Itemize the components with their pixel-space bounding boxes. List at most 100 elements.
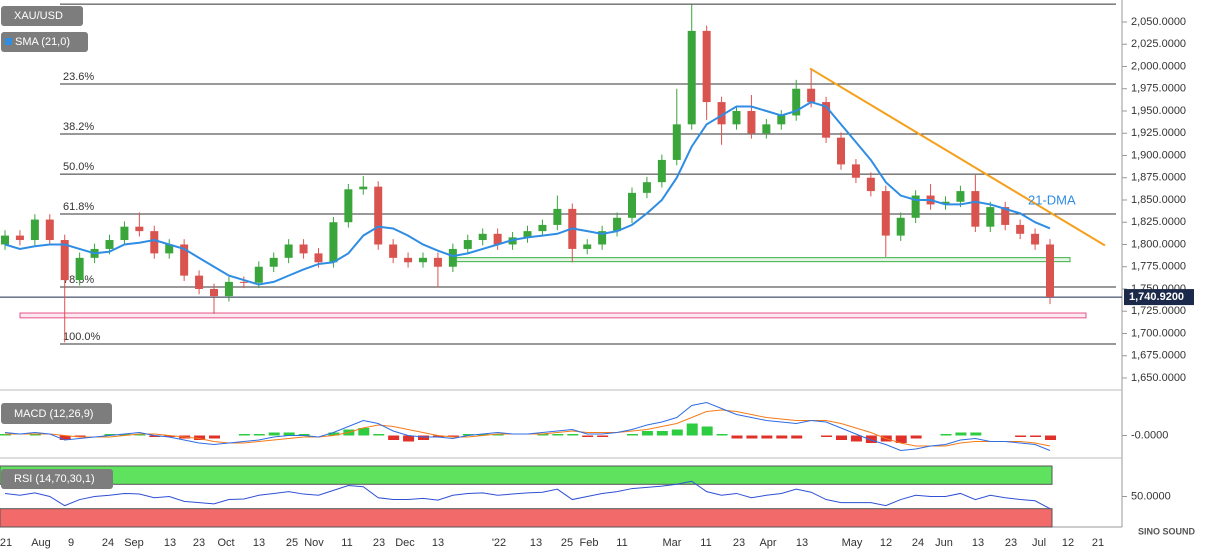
macd-bar [940, 434, 952, 436]
x-tick-label: 23 [733, 537, 745, 549]
candle-body [195, 275, 204, 289]
candle-body [613, 217, 622, 232]
x-tick-label: Jul [1032, 537, 1046, 549]
candle-body [329, 222, 338, 263]
candle-body [433, 257, 442, 267]
watermark: SINO SOUND [1138, 526, 1196, 536]
y-tick-label: 1,700.0000 [1131, 327, 1186, 339]
macd-bar [238, 434, 250, 436]
x-tick-label: Sep [124, 537, 144, 549]
candle-body [523, 231, 532, 238]
x-tick-label: Dec [395, 537, 415, 549]
candle-body [1016, 224, 1025, 234]
macd-bar [403, 435, 415, 442]
macd-bar [671, 429, 683, 436]
macd-bar [686, 423, 698, 436]
x-tick-label: Feb [580, 537, 599, 549]
candle-body [60, 240, 69, 281]
x-tick-label: 13 [253, 537, 265, 549]
macd-bar [59, 435, 71, 440]
legend-box [1, 32, 88, 52]
x-tick-label: 24 [102, 537, 114, 549]
macd-bar [761, 435, 773, 439]
x-tick-label: Apr [759, 537, 776, 549]
last-price-box [1124, 289, 1194, 306]
candle-body [135, 226, 144, 232]
low-zone [19, 312, 1087, 319]
candle-body [717, 102, 726, 125]
candle-body [254, 266, 263, 283]
macd-bar [283, 432, 295, 436]
x-tick-label: Nov [304, 537, 324, 549]
candle-body [15, 235, 24, 241]
macd-bar [0, 434, 11, 436]
candle-body [299, 244, 308, 254]
last-price-label: 1,740.9200 [1129, 291, 1184, 303]
y-tick-label: 2,000.0000 [1131, 60, 1186, 72]
y-tick-label: 1,800.0000 [1131, 238, 1186, 250]
x-tick-label: 25 [286, 537, 298, 549]
y-tick-label: 1,975.0000 [1131, 83, 1186, 95]
x-tick-label: Oct [217, 537, 234, 549]
x-tick-label: 11 [616, 537, 627, 549]
y-tick-label: 1,900.0000 [1131, 149, 1186, 161]
legend-box [1, 469, 113, 489]
candle-body [598, 231, 607, 245]
candle-body [478, 233, 487, 241]
macd-bar [119, 434, 131, 436]
candle-body [657, 159, 666, 183]
candle-body [75, 257, 84, 281]
y-tick-label: 1,825.0000 [1131, 216, 1186, 228]
candle-body [30, 219, 39, 241]
macd-bar [821, 435, 833, 437]
candle-body [896, 217, 905, 236]
candle-body [672, 124, 681, 160]
macd-bar [955, 432, 967, 436]
macd-bar [462, 434, 474, 436]
macd-bar [537, 434, 549, 436]
macd-bar [597, 435, 609, 437]
macd-bar [492, 434, 504, 436]
y-tick-label: 2,050.0000 [1131, 16, 1186, 28]
annotation: 21-DMA [1028, 192, 1076, 207]
x-tick-label: 13 [530, 537, 542, 549]
candle-body [120, 226, 129, 241]
candle-body [792, 88, 801, 116]
candle-body [284, 244, 293, 258]
y-tick-label: 50.0000 [1131, 490, 1171, 502]
candle-body [956, 191, 965, 202]
fib-label: 61.8% [63, 201, 94, 213]
x-tick-label: 12 [1062, 537, 1074, 549]
macd-bar [776, 435, 788, 439]
candle-body [702, 30, 711, 103]
macd-bar [477, 434, 489, 436]
macd-bar [656, 431, 668, 436]
x-tick-label: 24 [912, 537, 924, 549]
legend-box [1, 6, 83, 26]
candle-body [1, 235, 9, 245]
x-tick-label: Mar [663, 537, 682, 549]
y-tick-label: 1,875.0000 [1131, 172, 1186, 184]
plot-bg [0, 0, 1122, 527]
macd-bar [134, 434, 146, 436]
candle-body [732, 110, 741, 125]
macd-bar [447, 435, 459, 437]
macd-bar [850, 435, 862, 442]
candle-body [553, 208, 562, 225]
x-tick-label: '22 [492, 537, 506, 549]
candle-body [105, 240, 114, 249]
x-tick-label: 13 [796, 537, 808, 549]
legend-macd: MACD (12,26,9) [14, 408, 93, 420]
fib-label: 23.6% [63, 71, 94, 83]
candle-body [374, 186, 383, 245]
candle-body [837, 137, 845, 165]
candle-body [224, 281, 233, 297]
candle-body [851, 164, 860, 178]
macd-bar [328, 432, 340, 436]
candle-body [389, 244, 398, 258]
candle-body [419, 257, 427, 263]
macd-bar [209, 435, 220, 439]
candle-body [269, 257, 278, 267]
overbought-band [0, 465, 1053, 485]
